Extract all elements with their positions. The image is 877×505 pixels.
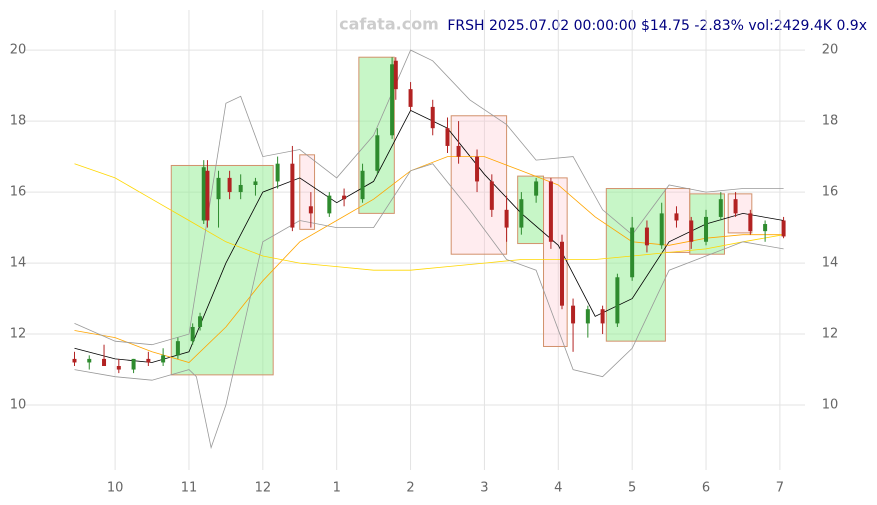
candle-body <box>733 199 738 214</box>
indicator-line <box>74 163 784 450</box>
y-tick-label: 10 <box>10 398 27 413</box>
candle-body <box>87 358 92 363</box>
candle-body <box>748 213 753 232</box>
candle-body <box>205 170 210 221</box>
x-tick-label: 3 <box>480 481 488 496</box>
candle-body <box>659 213 664 246</box>
y-tick-label-right: 14 <box>822 256 839 271</box>
y-tick-label-right: 20 <box>822 43 839 58</box>
x-tick-label: 6 <box>702 481 710 496</box>
candle-body <box>475 156 480 182</box>
candle-body <box>327 195 332 214</box>
candle-body <box>275 163 280 182</box>
x-tick-label: 10 <box>107 481 124 496</box>
candle-body <box>674 213 679 221</box>
candle-body <box>360 170 365 200</box>
candle-body <box>290 163 295 228</box>
candle-body <box>116 366 121 370</box>
candle-body <box>559 241 564 306</box>
x-tick-label: 12 <box>255 481 272 496</box>
candle-body <box>644 227 649 246</box>
candle-body <box>146 358 151 363</box>
candle-body <box>408 89 413 107</box>
y-tick-label: 16 <box>10 185 27 200</box>
x-tick-label: 7 <box>776 481 784 496</box>
candle-body <box>615 277 620 324</box>
candle-body <box>585 309 590 324</box>
candle-body <box>548 181 553 242</box>
range-box <box>299 154 316 230</box>
x-tick-label: 5 <box>628 481 636 496</box>
x-tick-label: 4 <box>554 481 562 496</box>
candle-body <box>390 64 395 136</box>
y-tick-label-right: 10 <box>822 398 839 413</box>
candle-body <box>571 305 576 324</box>
candle-body <box>393 60 398 90</box>
candle-body <box>456 145 461 157</box>
candle-body <box>763 224 768 232</box>
candle-body <box>175 341 180 356</box>
candle-body <box>72 358 77 363</box>
range-box <box>450 115 508 255</box>
candle-body <box>227 177 232 193</box>
candle-body <box>216 177 221 200</box>
range-box <box>605 188 666 342</box>
candle-body <box>201 167 206 221</box>
range-box <box>727 193 753 234</box>
candle-body <box>253 181 258 185</box>
y-tick-label: 12 <box>10 327 27 342</box>
y-tick-label: 14 <box>10 256 27 271</box>
candle-body <box>430 106 435 129</box>
x-tick-label: 11 <box>181 481 198 496</box>
candle-body <box>704 216 709 242</box>
y-tick-label-right: 12 <box>822 327 839 342</box>
candle-body <box>600 309 605 324</box>
candle-body <box>445 128 450 146</box>
candle-body <box>308 206 313 214</box>
candle-body <box>131 358 136 370</box>
candle-body <box>342 195 347 200</box>
indicator-line <box>74 109 784 363</box>
x-tick-label: 1 <box>333 481 341 496</box>
candle-body <box>718 199 723 217</box>
candle-body <box>519 199 524 228</box>
candle-body <box>534 181 539 196</box>
y-tick-label-right: 18 <box>822 114 839 129</box>
range-box <box>170 164 274 376</box>
y-tick-label: 18 <box>10 114 27 129</box>
watermark: cafata.com <box>339 15 439 34</box>
candle-body <box>504 209 509 228</box>
candle-body <box>102 358 107 367</box>
candle-body <box>198 316 203 327</box>
candle-body <box>781 220 786 237</box>
candle-body <box>375 135 380 171</box>
y-tick-label-right: 16 <box>822 185 839 200</box>
candle-body <box>238 184 243 193</box>
chart-title: FRSH 2025.07.02 00:00:00 $14.75 -2.83% v… <box>447 18 867 34</box>
indicator-line <box>74 163 784 271</box>
x-tick-label: 2 <box>406 481 414 496</box>
candle-body <box>630 227 635 278</box>
candle-body <box>689 220 694 242</box>
candle-body <box>190 326 195 342</box>
y-tick-label: 20 <box>10 43 27 58</box>
candle-body <box>489 181 494 210</box>
candle-body <box>161 355 166 363</box>
